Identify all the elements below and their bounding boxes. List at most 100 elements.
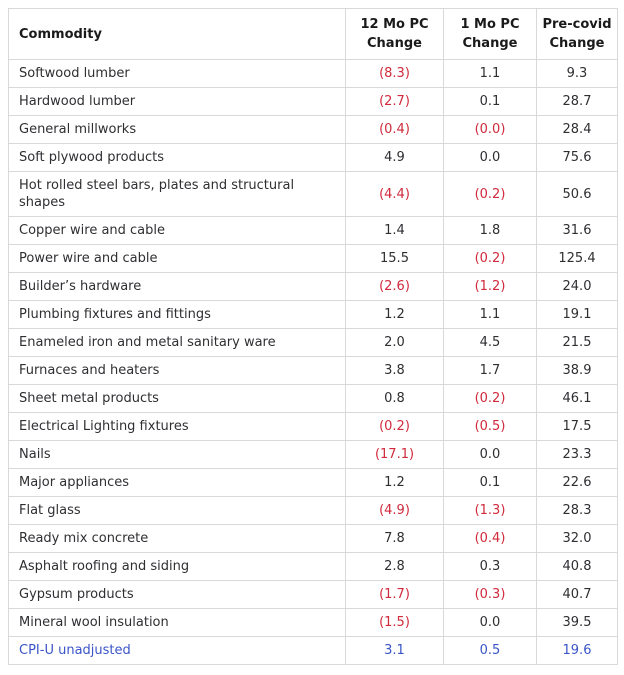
commodity-cell: Builder’s hardware	[8, 272, 346, 301]
column-header-12mo-pc-change: 12 Mo PC Change	[345, 8, 444, 60]
12mo-pc-change-cell: 3.8	[345, 356, 444, 385]
table-row: Major appliances 1.2 0.1 22.6	[8, 468, 618, 497]
precovid-change-cell: 75.6	[536, 143, 618, 172]
1mo-pc-change-cell: 0.5	[443, 636, 537, 665]
1mo-pc-change-cell: 1.1	[443, 59, 537, 88]
precovid-change-cell: 28.3	[536, 496, 618, 525]
table-row: Hardwood lumber (2.7) 0.1 28.7	[8, 87, 618, 116]
commodity-cell: Softwood lumber	[8, 59, 346, 88]
commodity-cell: Enameled iron and metal sanitary ware	[8, 328, 346, 357]
1mo-pc-change-cell: 0.1	[443, 87, 537, 116]
table-row: Asphalt roofing and siding 2.8 0.3 40.8	[8, 552, 618, 581]
precovid-change-cell: 40.8	[536, 552, 618, 581]
commodity-cell: Plumbing fixtures and fittings	[8, 300, 346, 329]
1mo-pc-change-cell: (0.4)	[443, 524, 537, 553]
12mo-pc-change-cell: 2.8	[345, 552, 444, 581]
table-row: Copper wire and cable 1.4 1.8 31.6	[8, 216, 618, 245]
commodity-cell: Gypsum products	[8, 580, 346, 609]
commodity-cell: Nails	[8, 440, 346, 469]
1mo-pc-change-cell: (0.2)	[443, 171, 537, 217]
commodity-cell: Hardwood lumber	[8, 87, 346, 116]
precovid-change-cell: 19.1	[536, 300, 618, 329]
12mo-pc-change-cell: 3.1	[345, 636, 444, 665]
commodity-cell[interactable]: CPI-U unadjusted	[8, 636, 346, 665]
1mo-pc-change-cell: (0.2)	[443, 244, 537, 273]
1mo-pc-change-cell: (1.2)	[443, 272, 537, 301]
commodity-cell: Asphalt roofing and siding	[8, 552, 346, 581]
table-row: General millworks (0.4) (0.0) 28.4	[8, 115, 618, 144]
commodity-price-table: Commodity 12 Mo PC Change 1 Mo PC Change…	[8, 8, 618, 665]
table-row: Sheet metal products 0.8 (0.2) 46.1	[8, 384, 618, 413]
1mo-pc-change-cell: (0.5)	[443, 412, 537, 441]
12mo-pc-change-cell: (0.2)	[345, 412, 444, 441]
12mo-pc-change-cell: 2.0	[345, 328, 444, 357]
table-row: Mineral wool insulation (1.5) 0.0 39.5	[8, 608, 618, 637]
precovid-change-cell: 19.6	[536, 636, 618, 665]
commodity-cell: Ready mix concrete	[8, 524, 346, 553]
12mo-pc-change-cell: 15.5	[345, 244, 444, 273]
table-row: Softwood lumber (8.3) 1.1 9.3	[8, 59, 618, 88]
12mo-pc-change-cell: 7.8	[345, 524, 444, 553]
precovid-change-cell: 39.5	[536, 608, 618, 637]
column-header-precovid-change: Pre-covid Change	[536, 8, 618, 60]
1mo-pc-change-cell: 4.5	[443, 328, 537, 357]
table-row: Power wire and cable 15.5 (0.2) 125.4	[8, 244, 618, 273]
commodity-cell: Copper wire and cable	[8, 216, 346, 245]
precovid-change-cell: 9.3	[536, 59, 618, 88]
precovid-change-cell: 28.4	[536, 115, 618, 144]
precovid-change-cell: 24.0	[536, 272, 618, 301]
12mo-pc-change-cell: 1.2	[345, 300, 444, 329]
commodity-cell: Mineral wool insulation	[8, 608, 346, 637]
12mo-pc-change-cell: 1.2	[345, 468, 444, 497]
table-row: Furnaces and heaters 3.8 1.7 38.9	[8, 356, 618, 385]
12mo-pc-change-cell: (4.9)	[345, 496, 444, 525]
table-row-link: CPI-U unadjusted 3.1 0.5 19.6	[8, 636, 618, 665]
table-row: Gypsum products (1.7) (0.3) 40.7	[8, 580, 618, 609]
precovid-change-cell: 46.1	[536, 384, 618, 413]
1mo-pc-change-cell: (1.3)	[443, 496, 537, 525]
commodity-cell: Hot rolled steel bars, plates and struct…	[8, 171, 346, 217]
12mo-pc-change-cell: (0.4)	[345, 115, 444, 144]
1mo-pc-change-cell: 0.0	[443, 440, 537, 469]
precovid-change-cell: 23.3	[536, 440, 618, 469]
precovid-change-cell: 32.0	[536, 524, 618, 553]
commodity-cell: Sheet metal products	[8, 384, 346, 413]
table-header: Commodity 12 Mo PC Change 1 Mo PC Change…	[8, 8, 618, 60]
12mo-pc-change-cell: (4.4)	[345, 171, 444, 217]
table-row: Plumbing fixtures and fittings 1.2 1.1 19.1	[8, 300, 618, 329]
12mo-pc-change-cell: (1.7)	[345, 580, 444, 609]
precovid-change-cell: 125.4	[536, 244, 618, 273]
precovid-change-cell: 21.5	[536, 328, 618, 357]
precovid-change-cell: 17.5	[536, 412, 618, 441]
commodity-cell: General millworks	[8, 115, 346, 144]
precovid-change-cell: 50.6	[536, 171, 618, 217]
table-row: Enameled iron and metal sanitary ware 2.0…	[8, 328, 618, 357]
1mo-pc-change-cell: 1.1	[443, 300, 537, 329]
table-row: Electrical Lighting fixtures (0.2) (0.5) 17…	[8, 412, 618, 441]
12mo-pc-change-cell: (1.5)	[345, 608, 444, 637]
1mo-pc-change-cell: 1.8	[443, 216, 537, 245]
1mo-pc-change-cell: 1.7	[443, 356, 537, 385]
12mo-pc-change-cell: (17.1)	[345, 440, 444, 469]
1mo-pc-change-cell: (0.3)	[443, 580, 537, 609]
table-row: Nails (17.1) 0.0 23.3	[8, 440, 618, 469]
12mo-pc-change-cell: 1.4	[345, 216, 444, 245]
commodity-cell: Major appliances	[8, 468, 346, 497]
1mo-pc-change-cell: 0.0	[443, 608, 537, 637]
table-row: Ready mix concrete 7.8 (0.4) 32.0	[8, 524, 618, 553]
precovid-change-cell: 31.6	[536, 216, 618, 245]
12mo-pc-change-cell: (8.3)	[345, 59, 444, 88]
column-header-1mo-pc-change: 1 Mo PC Change	[443, 8, 537, 60]
table-header-row: Commodity 12 Mo PC Change 1 Mo PC Change…	[8, 8, 618, 60]
12mo-pc-change-cell: (2.6)	[345, 272, 444, 301]
precovid-change-cell: 40.7	[536, 580, 618, 609]
commodity-cell: Furnaces and heaters	[8, 356, 346, 385]
precovid-change-cell: 38.9	[536, 356, 618, 385]
12mo-pc-change-cell: (2.7)	[345, 87, 444, 116]
1mo-pc-change-cell: 0.3	[443, 552, 537, 581]
table-row: Builder’s hardware (2.6) (1.2) 24.0	[8, 272, 618, 301]
precovid-change-cell: 28.7	[536, 87, 618, 116]
column-header-commodity: Commodity	[8, 8, 346, 60]
table-row: Hot rolled steel bars, plates and struct…	[8, 171, 618, 217]
commodity-cell: Soft plywood products	[8, 143, 346, 172]
